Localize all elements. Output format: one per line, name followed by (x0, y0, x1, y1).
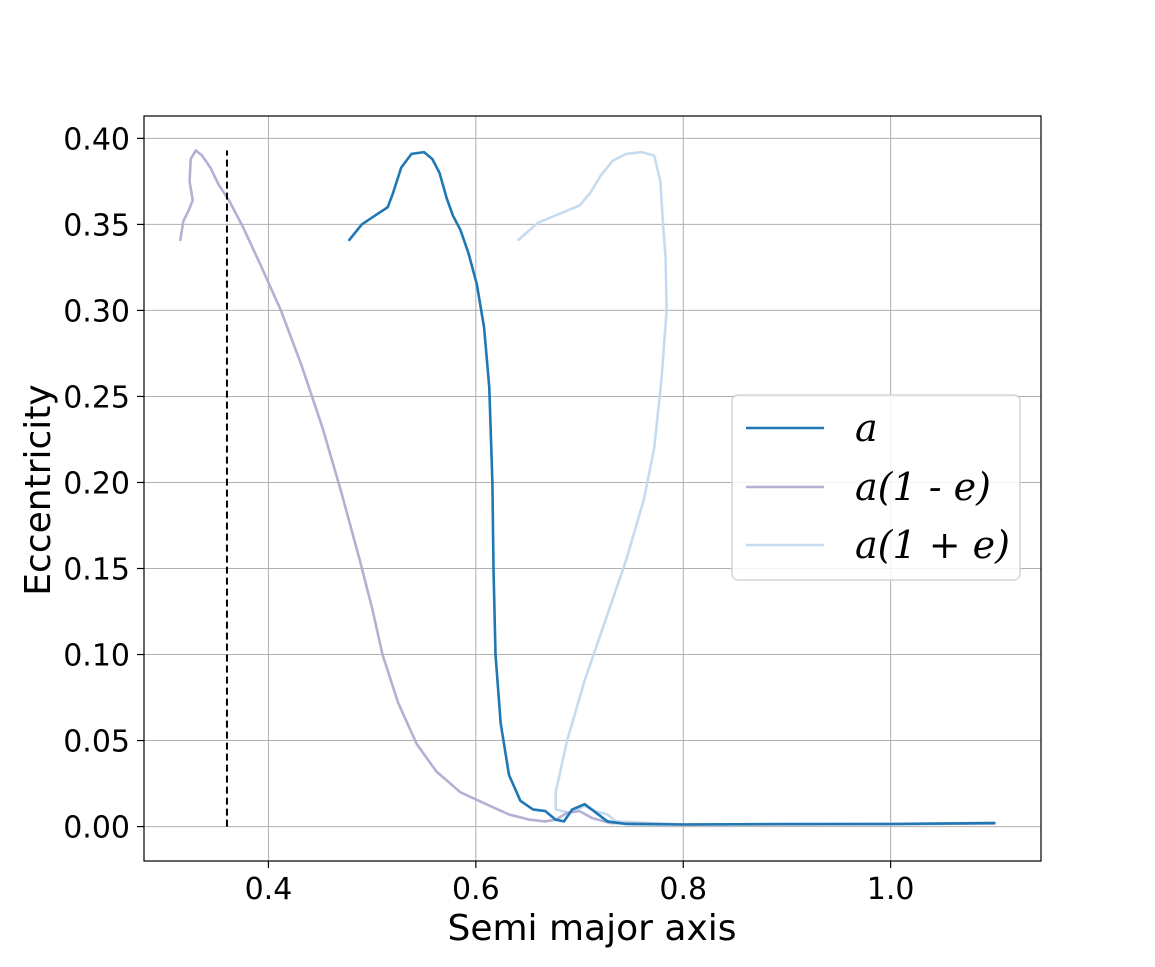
y-tick-label: 0.40 (63, 122, 130, 157)
y-tick-label: 0.10 (63, 639, 130, 674)
y-tick-label: 0.05 (63, 725, 130, 760)
x-tick-label: 0.8 (659, 872, 707, 907)
series-lines (179, 149, 996, 826)
y-tick-label: 0.00 (63, 811, 130, 846)
y-tick-label: 0.25 (63, 380, 130, 415)
ticks: 0.4 0.6 0.8 1.0 0.00 0.05 0.10 0.15 0.20 0.25 0.30… (63, 122, 914, 907)
y-axis-label: Eccentricity (18, 384, 59, 595)
series-line-0 (348, 150, 996, 826)
x-axis-label: Semi major axis (447, 908, 736, 949)
y-tick-label: 0.20 (63, 466, 130, 501)
legend-box (731, 394, 1021, 581)
legend: a a(1 - e) a(1 + e) (731, 394, 1021, 581)
series-line-2 (517, 150, 996, 826)
x-tick-label: 0.4 (245, 872, 293, 907)
series-line-1 (179, 149, 996, 826)
y-tick-label: 0.15 (63, 553, 130, 588)
y-tick-label: 0.35 (63, 208, 130, 243)
x-tick-label: 0.6 (452, 872, 500, 907)
legend-label-a: a (855, 406, 878, 450)
plot-frame (143, 115, 1042, 862)
legend-label-a-1-minus-e: a(1 - e) (855, 465, 991, 509)
x-tick-label: 1.0 (867, 872, 915, 907)
legend-label-a-1-plus-e: a(1 + e) (855, 523, 1010, 567)
y-tick-label: 0.30 (63, 294, 130, 329)
